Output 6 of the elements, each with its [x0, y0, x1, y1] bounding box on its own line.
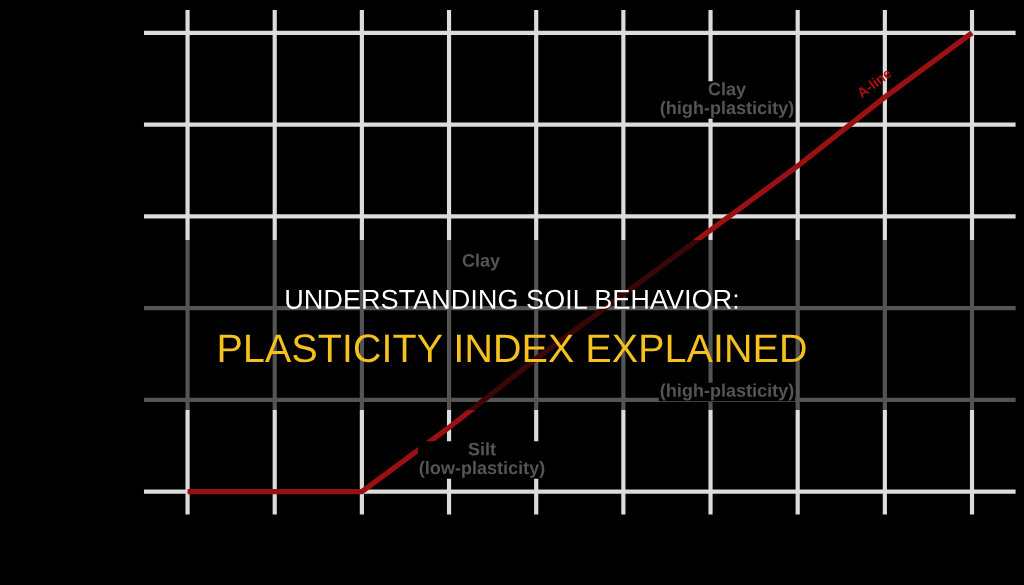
- annotation: Clay: [462, 253, 500, 271]
- annotation: Silt (low-plasticity): [419, 442, 545, 478]
- annotation: Clay (high-plasticity): [660, 82, 794, 118]
- annotation: (high-plasticity): [660, 383, 794, 401]
- text: UNDERSTANDING SOIL BEHAVIOR:: [286, 289, 738, 309]
- text: PLASTICITY INDEX EXPLAINED: [219, 334, 806, 363]
